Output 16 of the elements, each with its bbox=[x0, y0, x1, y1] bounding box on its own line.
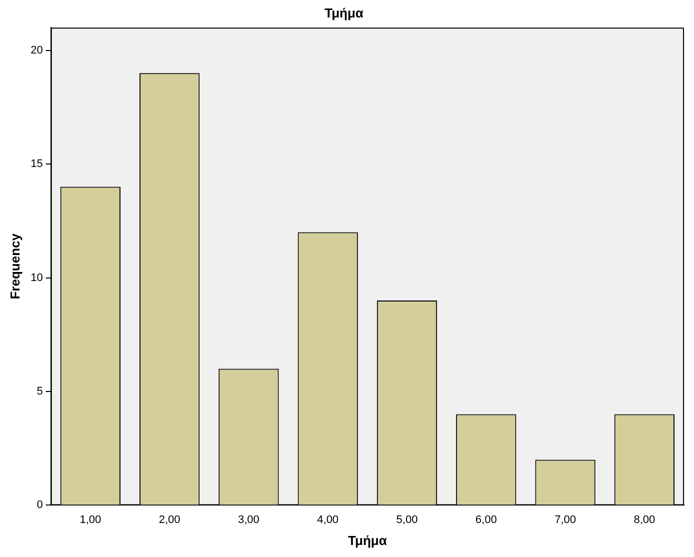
y-tick-label: 0 bbox=[36, 499, 43, 512]
x-tick-label: 6,00 bbox=[475, 514, 497, 526]
x-tick-label: 7,00 bbox=[554, 514, 576, 526]
y-tick-label: 15 bbox=[30, 158, 43, 170]
chart-title: Τμήμα bbox=[324, 5, 364, 20]
y-tick-label: 10 bbox=[30, 272, 43, 284]
x-tick-label: 3,00 bbox=[238, 514, 260, 526]
y-tick-label: 5 bbox=[36, 386, 43, 398]
x-tick-label: 4,00 bbox=[317, 514, 339, 526]
x-axis-title: Τμήμα bbox=[348, 532, 387, 548]
y-tick-label: 20 bbox=[30, 44, 43, 56]
x-tick-label: 2,00 bbox=[158, 514, 180, 526]
y-axis-title: Frequency bbox=[7, 232, 22, 300]
x-tick-label: 8,00 bbox=[634, 514, 656, 526]
x-tick-label: 5,00 bbox=[396, 514, 418, 526]
x-tick-label: 1,00 bbox=[80, 514, 102, 526]
